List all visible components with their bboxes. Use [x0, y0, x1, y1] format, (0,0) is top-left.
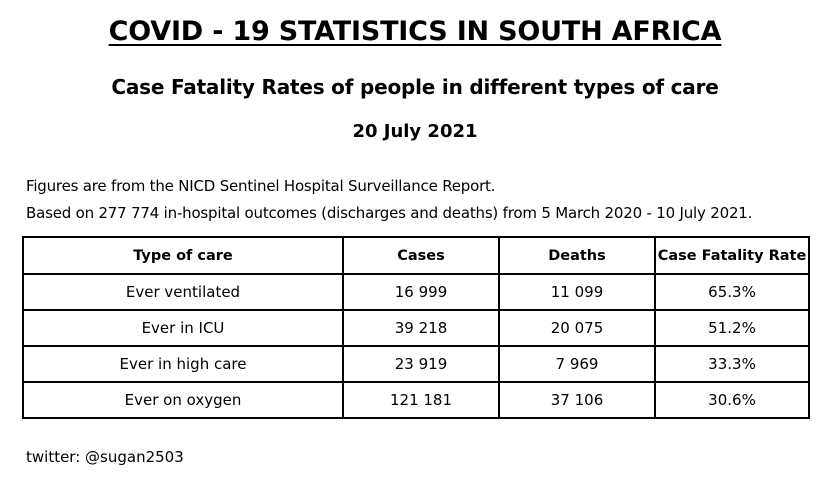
outcomes-note: Based on 277 774 in-hospital outcomes (d… [26, 204, 753, 222]
header-deaths: Deaths [498, 236, 656, 275]
cell-case-fatality-rate: 51.2% [654, 309, 810, 347]
cell-deaths: 37 106 [498, 381, 656, 419]
header-case-fatality-rate: Case Fatality Rate [654, 236, 810, 275]
cell-type-of-care: Ever in high care [22, 345, 344, 383]
page-title: COVID - 19 STATISTICS IN SOUTH AFRICA [108, 16, 722, 47]
table-row: Ever in high care 23 919 7 969 33.3% [22, 345, 810, 383]
cell-cases: 39 218 [342, 309, 500, 347]
table-row: Ever ventilated 16 999 11 099 65.3% [22, 273, 810, 311]
report-date: 20 July 2021 [352, 121, 478, 142]
cell-deaths: 11 099 [498, 273, 656, 311]
table-header-row: Type of care Cases Deaths Case Fatality … [22, 236, 810, 275]
page-subtitle: Case Fatality Rates of people in differe… [111, 75, 719, 99]
cell-type-of-care: Ever ventilated [22, 273, 344, 311]
source-note: Figures are from the NICD Sentinel Hospi… [26, 177, 496, 195]
cell-deaths: 20 075 [498, 309, 656, 347]
cell-type-of-care: Ever on oxygen [22, 381, 344, 419]
cell-deaths: 7 969 [498, 345, 656, 383]
cell-type-of-care: Ever in ICU [22, 309, 344, 347]
cell-case-fatality-rate: 30.6% [654, 381, 810, 419]
cell-cases: 23 919 [342, 345, 500, 383]
header-type-of-care: Type of care [22, 236, 344, 275]
cell-case-fatality-rate: 65.3% [654, 273, 810, 311]
cell-cases: 16 999 [342, 273, 500, 311]
table-row: Ever in ICU 39 218 20 075 51.2% [22, 309, 810, 347]
header-cases: Cases [342, 236, 500, 275]
cell-case-fatality-rate: 33.3% [654, 345, 810, 383]
cell-cases: 121 181 [342, 381, 500, 419]
table-row: Ever on oxygen 121 181 37 106 30.6% [22, 381, 810, 419]
fatality-table: Type of care Cases Deaths Case Fatality … [22, 236, 810, 419]
twitter-handle: twitter: @sugan2503 [26, 448, 184, 466]
